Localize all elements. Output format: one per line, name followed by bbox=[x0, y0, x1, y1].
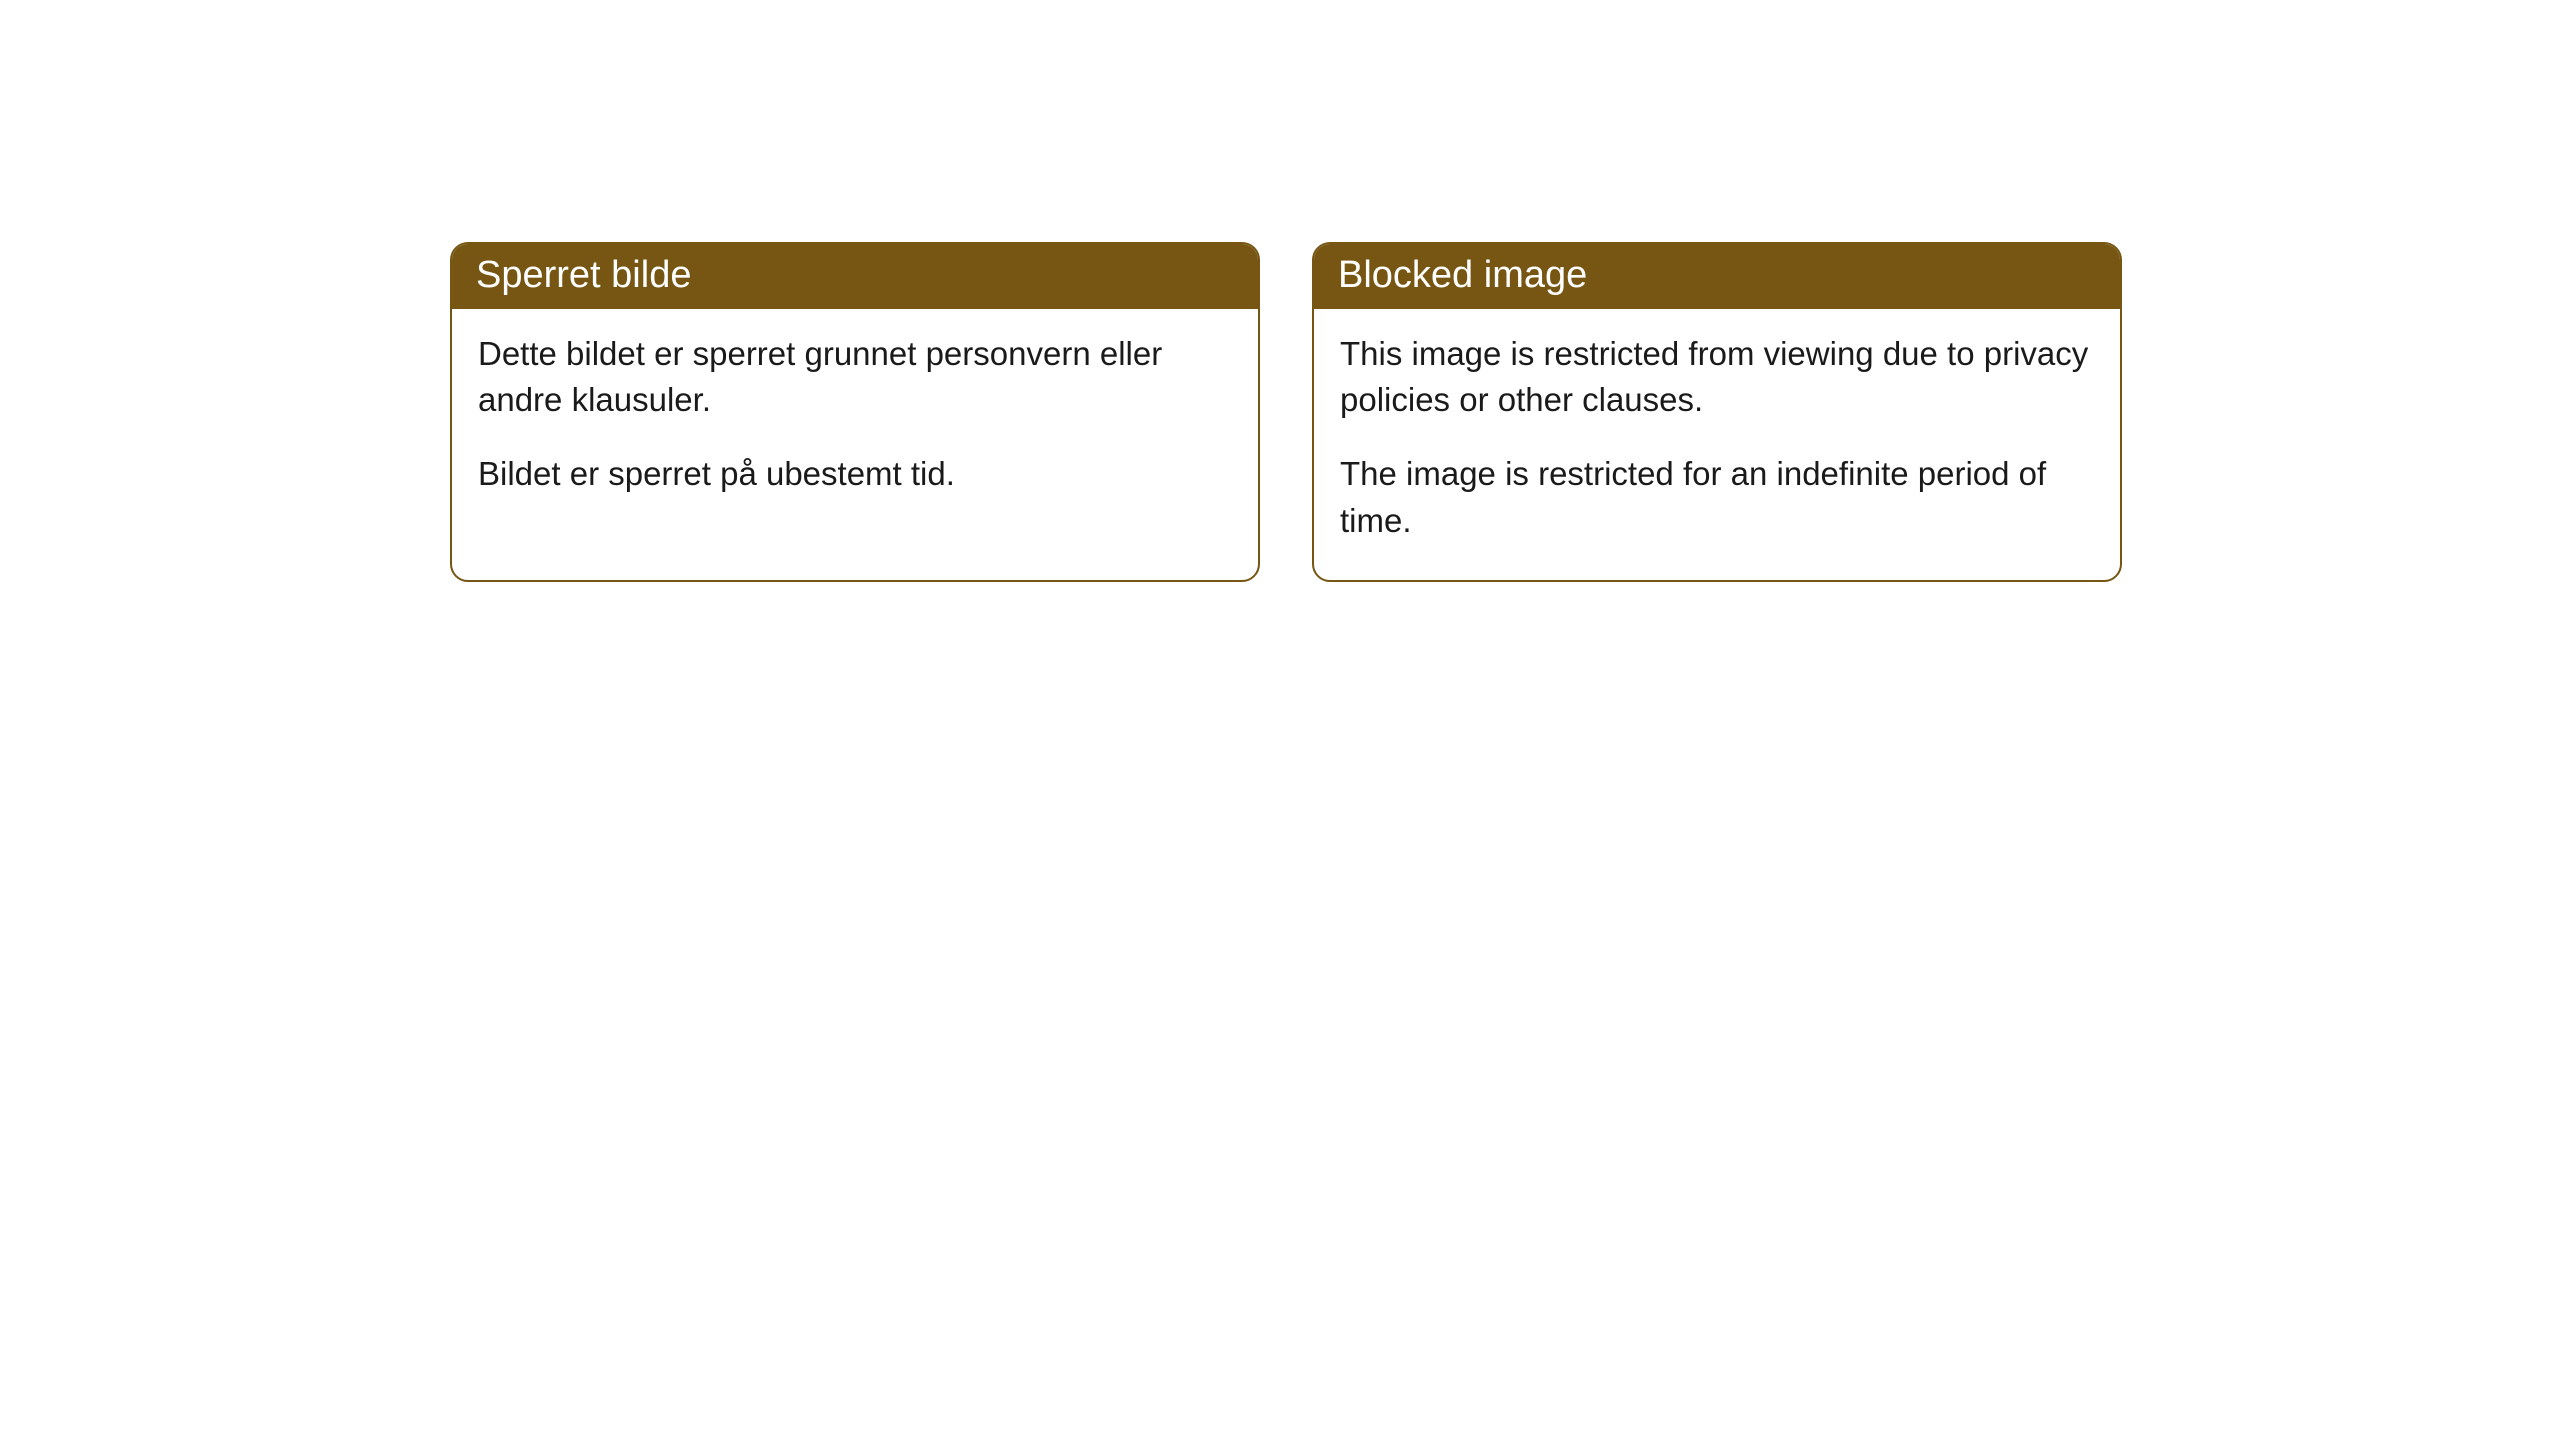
card-body-norwegian: Dette bildet er sperret grunnet personve… bbox=[452, 309, 1258, 534]
card-header-norwegian: Sperret bilde bbox=[452, 244, 1258, 309]
notice-container: Sperret bilde Dette bildet er sperret gr… bbox=[450, 242, 2122, 582]
blocked-image-card-english: Blocked image This image is restricted f… bbox=[1312, 242, 2122, 582]
card-body-english: This image is restricted from viewing du… bbox=[1314, 309, 2120, 580]
card-paragraph-1-english: This image is restricted from viewing du… bbox=[1340, 331, 2094, 423]
card-paragraph-2-english: The image is restricted for an indefinit… bbox=[1340, 451, 2094, 543]
blocked-image-card-norwegian: Sperret bilde Dette bildet er sperret gr… bbox=[450, 242, 1260, 582]
card-paragraph-2-norwegian: Bildet er sperret på ubestemt tid. bbox=[478, 451, 1232, 497]
card-paragraph-1-norwegian: Dette bildet er sperret grunnet personve… bbox=[478, 331, 1232, 423]
card-header-english: Blocked image bbox=[1314, 244, 2120, 309]
